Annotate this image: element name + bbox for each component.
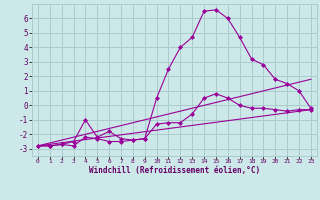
X-axis label: Windchill (Refroidissement éolien,°C): Windchill (Refroidissement éolien,°C) bbox=[89, 166, 260, 175]
